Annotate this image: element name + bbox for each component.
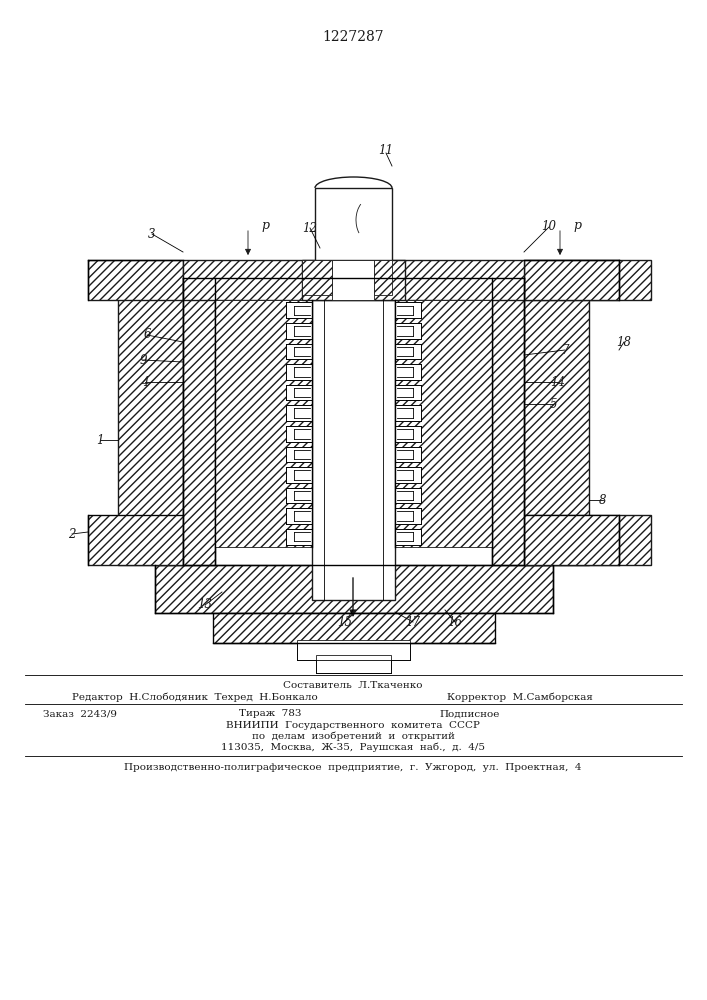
Polygon shape (302, 260, 405, 300)
Polygon shape (302, 260, 332, 295)
Polygon shape (395, 426, 421, 442)
Polygon shape (395, 300, 492, 547)
Text: 14: 14 (551, 375, 566, 388)
Text: р: р (573, 220, 581, 232)
Polygon shape (183, 260, 315, 300)
Text: 1227287: 1227287 (322, 30, 384, 44)
Text: 113035,  Москва,  Ж-35,  Раушская  наб.,  д.  4/5: 113035, Москва, Ж-35, Раушская наб., д. … (221, 742, 485, 752)
Text: 7: 7 (561, 344, 568, 357)
Polygon shape (395, 447, 421, 462)
Polygon shape (286, 467, 312, 483)
Polygon shape (286, 405, 312, 421)
Polygon shape (395, 385, 421, 400)
Polygon shape (395, 508, 421, 524)
Polygon shape (312, 300, 395, 600)
Text: 18: 18 (617, 336, 631, 349)
Polygon shape (286, 488, 312, 503)
Polygon shape (524, 260, 651, 300)
Text: 11: 11 (378, 143, 394, 156)
Polygon shape (395, 364, 421, 380)
Polygon shape (215, 300, 312, 547)
Text: по  делам  изобретений  и  открытий: по делам изобретений и открытий (252, 731, 455, 741)
Polygon shape (286, 323, 312, 339)
Polygon shape (88, 260, 183, 300)
Text: 8: 8 (600, 493, 607, 506)
Polygon shape (524, 278, 589, 565)
Polygon shape (395, 529, 421, 545)
Polygon shape (286, 508, 312, 524)
Text: 16: 16 (448, 615, 462, 629)
Text: Составитель  Л.Ткаченко: Составитель Л.Ткаченко (284, 682, 423, 690)
Text: Заказ  2243/9: Заказ 2243/9 (43, 710, 117, 718)
Text: Редактор  Н.Слободяник  Техред  Н.Бонкало: Редактор Н.Слободяник Техред Н.Бонкало (72, 692, 318, 702)
Polygon shape (213, 613, 495, 643)
Text: р: р (261, 220, 269, 232)
Text: Производственно-полиграфическое  предприятие,  г.  Ужгород,  ул.  Проектная,  4: Производственно-полиграфическое предприя… (124, 762, 582, 772)
Polygon shape (286, 385, 312, 400)
Text: 17: 17 (406, 615, 421, 629)
Text: 9: 9 (139, 354, 147, 366)
Polygon shape (395, 467, 421, 483)
Text: 15: 15 (337, 615, 353, 629)
Text: 3: 3 (148, 228, 156, 240)
Text: Подписное: Подписное (440, 710, 500, 718)
Polygon shape (155, 565, 553, 613)
Polygon shape (183, 278, 215, 565)
Polygon shape (492, 278, 524, 565)
Polygon shape (524, 515, 651, 565)
Text: 13: 13 (197, 598, 213, 611)
Polygon shape (395, 405, 421, 421)
Polygon shape (286, 529, 312, 545)
Text: 2: 2 (69, 528, 76, 540)
Polygon shape (392, 260, 524, 300)
Text: 10: 10 (542, 221, 556, 233)
Text: 6: 6 (144, 328, 151, 342)
Polygon shape (315, 188, 392, 260)
Polygon shape (395, 323, 421, 339)
Text: 12: 12 (303, 222, 317, 234)
Polygon shape (286, 364, 312, 380)
Polygon shape (297, 640, 410, 660)
Text: Корректор  М.Самборская: Корректор М.Самборская (447, 692, 593, 702)
Polygon shape (524, 515, 619, 565)
Polygon shape (374, 260, 392, 295)
Polygon shape (286, 302, 312, 318)
Text: 5: 5 (549, 397, 556, 410)
Polygon shape (286, 426, 312, 442)
Text: 1: 1 (96, 434, 104, 446)
Text: ВНИИПИ  Государственного  комитета  СССР: ВНИИПИ Государственного комитета СССР (226, 720, 480, 730)
Polygon shape (88, 515, 183, 565)
Text: Тираж  783: Тираж 783 (239, 710, 301, 718)
Text: 4: 4 (141, 375, 148, 388)
Polygon shape (524, 260, 619, 300)
Polygon shape (118, 278, 183, 565)
Polygon shape (395, 344, 421, 359)
Polygon shape (316, 655, 391, 673)
Polygon shape (332, 260, 374, 300)
Polygon shape (286, 344, 312, 359)
Polygon shape (286, 447, 312, 462)
Polygon shape (395, 302, 421, 318)
Polygon shape (395, 488, 421, 503)
